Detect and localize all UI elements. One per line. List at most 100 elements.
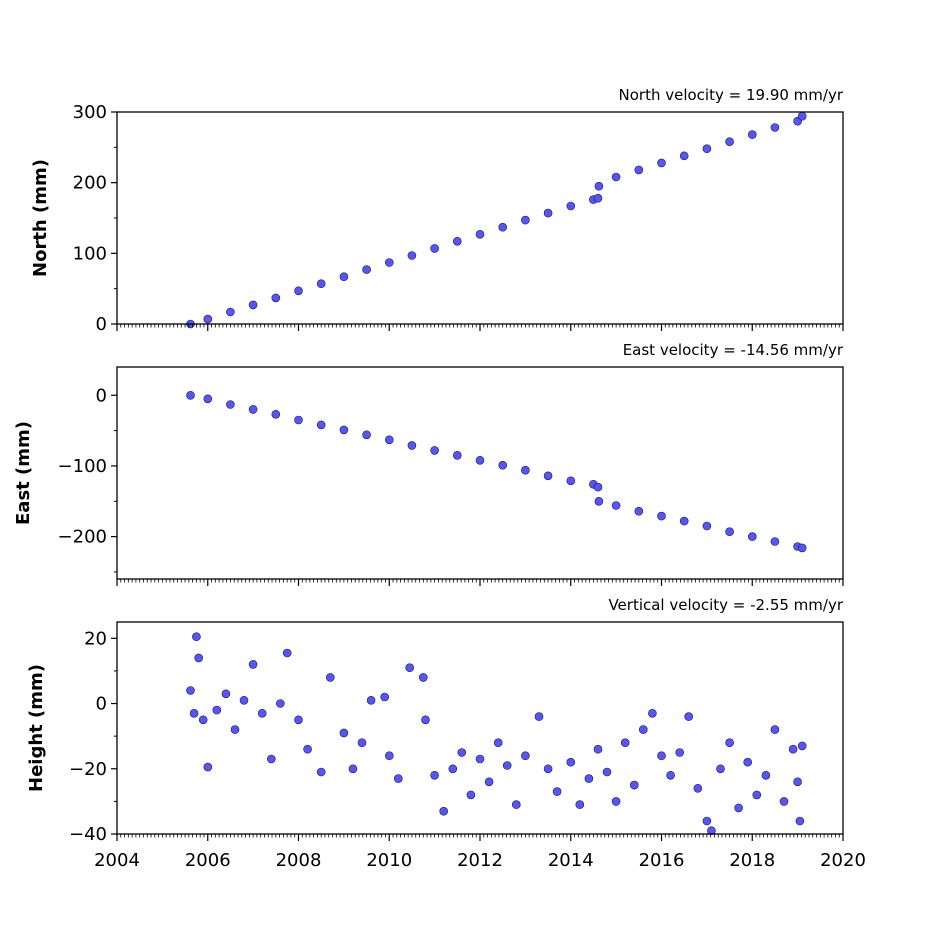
east-y-tick-label-2: 0 [96,385,107,406]
height-point-38 [511,800,521,809]
height-point-12 [266,754,276,764]
height-point-7 [221,689,231,699]
height-point-44 [575,800,585,809]
height-point-10 [248,660,258,669]
height-point-18 [325,673,335,682]
north-velocity-label: North velocity = 19.90 mm/yr [619,86,844,104]
vertical-velocity-label: Vertical velocity = -2.55 mm/yr [608,596,843,614]
north-point-11 [430,244,439,253]
north-plot-frame [116,111,844,325]
east-point-20 [594,496,604,506]
height-point-6 [212,705,222,715]
north-point-30 [797,111,807,121]
north-point-22 [634,165,644,175]
east-y-tick-label-1: −100 [58,456,107,477]
height-point-53 [657,751,666,761]
east-point-11 [430,446,439,455]
height-point-25 [393,774,403,783]
height-point-26 [405,663,415,673]
height-point-11 [257,708,267,718]
height-point-4 [198,715,208,725]
height-point-59 [707,826,716,836]
height-point-23 [380,692,390,702]
height-point-14 [282,648,292,658]
height-point-36 [493,738,503,748]
height-point-70 [795,816,805,826]
height-point-28 [421,715,430,725]
height-point-63 [743,757,753,767]
height-point-47 [602,767,612,777]
east-x-axis [116,579,844,586]
east-y-axis-label: East (mm) [13,421,34,525]
height-point-17 [316,767,326,777]
east-point-25 [702,521,712,531]
height-point-48 [611,797,621,806]
north-point-3 [248,300,258,310]
east-point-23 [657,511,666,521]
height-point-35 [484,777,494,787]
height-y-axis: −40 −20 0 20 [69,628,117,845]
height-point-32 [457,748,467,757]
height-x-tick-label-3: 2010 [366,850,412,871]
north-point-8 [362,265,371,274]
east-panel: −200 −100 0 East velocity = -14.56 mm/yr E… [13,341,844,586]
east-point-27 [747,532,757,541]
height-point-56 [684,712,694,721]
north-point-21 [611,172,621,182]
north-point-12 [452,237,462,246]
height-y-tick-label-2: 0 [96,694,107,715]
east-point-4 [271,409,281,419]
north-point-17 [566,201,576,211]
east-point-0 [186,390,195,400]
height-point-5 [203,762,213,772]
height-point-37 [502,761,512,770]
east-y-axis: −200 −100 0 [58,385,117,573]
north-y-axis-label: North (mm) [30,159,51,277]
height-point-8 [230,725,240,734]
height-y-tick-label-0: −40 [69,824,107,845]
north-point-5 [294,286,303,296]
north-point-20 [594,181,604,191]
east-point-7 [339,425,349,435]
height-point-21 [357,738,367,748]
height-point-39 [521,751,530,761]
height-point-24 [384,751,394,761]
north-point-9 [384,258,394,267]
height-scatter-points [186,632,807,836]
height-point-0 [186,686,195,695]
height-point-3 [194,653,203,663]
north-x-axis [116,324,844,331]
height-point-29 [430,770,439,780]
east-point-24 [679,516,689,526]
east-point-28 [770,537,780,546]
north-y-tick-label-1: 100 [73,243,107,264]
height-point-13 [275,699,285,708]
height-point-57 [693,783,703,793]
east-point-30 [797,543,807,553]
height-x-tick-label-4: 2012 [457,850,503,871]
height-point-66 [770,725,780,734]
height-point-64 [752,790,762,800]
east-point-16 [543,471,553,481]
north-point-15 [521,215,530,225]
height-point-15 [294,715,303,725]
east-point-14 [498,460,508,470]
height-x-tick-label-2: 2008 [276,850,322,871]
height-x-tick-label-7: 2018 [729,850,775,871]
east-point-13 [475,455,485,465]
east-point-10 [407,441,417,450]
north-y-tick-label-0: 0 [96,314,107,335]
east-velocity-label: East velocity = -14.56 mm/yr [623,341,844,359]
height-point-62 [734,803,743,813]
east-point-12 [452,450,462,460]
east-point-17 [566,476,576,486]
height-x-tick-label-5: 2014 [548,850,594,871]
height-point-65 [761,770,771,780]
east-scatter-points [186,390,807,553]
height-point-31 [448,764,458,774]
height-point-41 [543,764,553,774]
east-point-3 [248,405,258,414]
height-point-45 [584,774,594,783]
